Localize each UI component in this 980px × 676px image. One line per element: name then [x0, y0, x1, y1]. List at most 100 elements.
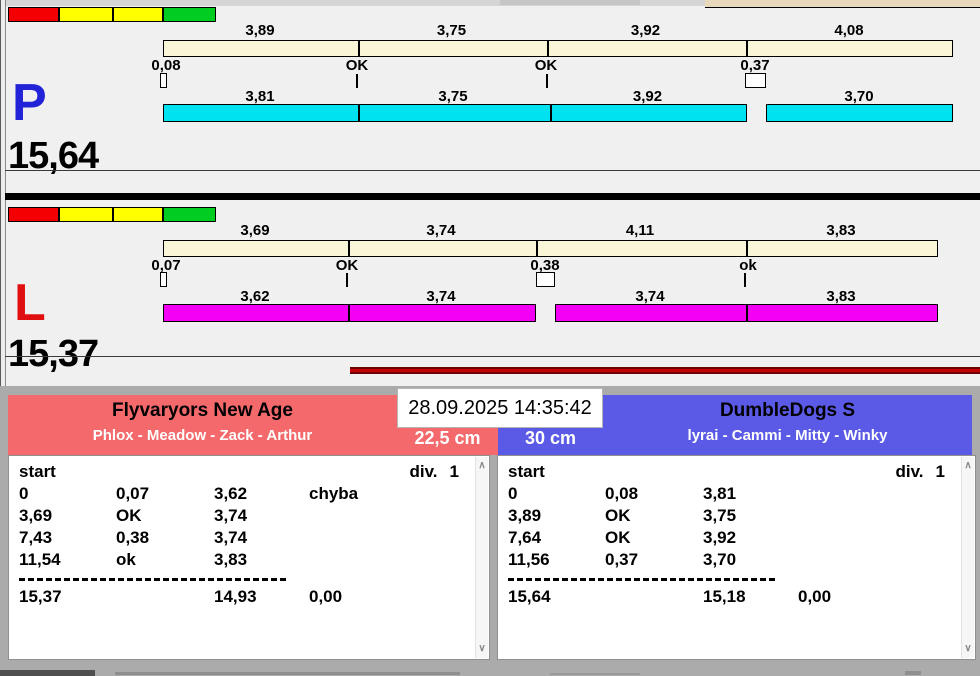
- table-row: 0 0,07 3,62 chyba: [9, 483, 489, 505]
- segment-divider: [746, 41, 748, 56]
- measured-splits-bar: [163, 40, 953, 57]
- table-cell: OK: [116, 506, 142, 525]
- jump-height: 22,5 cm: [414, 428, 481, 448]
- table-cell: 0,38: [116, 528, 150, 547]
- scroll-down-icon[interactable]: ∨: [964, 643, 972, 654]
- segment-divider: [550, 105, 552, 121]
- table-totals-row: 15,37 14,93 0,00: [9, 586, 489, 608]
- start-sensor-marker: [160, 272, 167, 287]
- split-time-label: 4,11: [625, 222, 655, 239]
- net-time: 15,18: [703, 587, 746, 606]
- run-time-label: 3,81: [245, 88, 275, 105]
- split-time-label: 4,08: [834, 22, 864, 39]
- segment-divider: [746, 241, 748, 256]
- lane-letter: P: [12, 74, 47, 132]
- run-time-label: 3,70: [844, 88, 874, 105]
- penalty-time: 0,00: [309, 587, 343, 606]
- table-rows: 0 0,07 3,62 chyba 3,69 OK 3,74 7,43 0,38 3,74 11,5…: [9, 483, 489, 571]
- total-time: 15,37: [19, 587, 62, 606]
- total-time: 15,64: [508, 587, 551, 606]
- scrollbar[interactable]: ∧ ∨: [475, 457, 488, 658]
- run-time-label: 3,92: [632, 88, 663, 105]
- lane-total-time: 15,37: [8, 333, 99, 375]
- traffic-yellow-segment: [113, 207, 163, 222]
- net-time: 14,93: [214, 587, 257, 606]
- table-row: 7,43 0,38 3,74: [9, 527, 489, 549]
- table-row: 3,89 OK 3,75: [498, 505, 975, 527]
- traffic-light-bar: [8, 207, 216, 222]
- split-time-label: 3,74: [426, 222, 456, 239]
- traffic-light-bar: [8, 7, 216, 22]
- division-value: 1: [935, 462, 945, 481]
- table-cell: [309, 505, 489, 527]
- segment-divider: [358, 41, 360, 56]
- table-header-row: start div. 1: [9, 456, 489, 483]
- scroll-up-icon[interactable]: ∧: [478, 460, 486, 471]
- table-cell: [309, 549, 489, 571]
- table-cell: OK: [605, 528, 631, 547]
- start-sensor-marker: [160, 73, 167, 88]
- run-time-label: 3,62: [240, 288, 270, 305]
- separator-line: [5, 356, 980, 357]
- table-row: 0 0,08 3,81: [498, 483, 975, 505]
- window-top-edge-segment: [500, 0, 640, 5]
- split-time-label: 3,89: [245, 22, 275, 39]
- split-time-label: 3,92: [630, 22, 661, 39]
- split-time-label: 3,75: [436, 22, 467, 39]
- scrollbar[interactable]: ∧ ∨: [961, 457, 974, 658]
- table-cell: 11,54: [19, 550, 61, 569]
- traffic-yellow-segment: [59, 7, 113, 22]
- run-time-label: 3,74: [635, 288, 665, 305]
- run-bar: [555, 304, 938, 322]
- penalty-box-marker: [536, 272, 555, 287]
- lane-letter: L: [14, 274, 46, 332]
- penalty-box-marker: [745, 73, 766, 88]
- table-cell: 0: [508, 484, 518, 503]
- traffic-red-segment: [8, 207, 59, 222]
- table-cell: ok: [116, 550, 136, 569]
- lane-total-time: 15,64: [8, 135, 99, 177]
- scoreboard-panel: Flyvaryors New Age Phlox - Meadow - Zack…: [0, 386, 980, 676]
- table-cell: [798, 527, 975, 549]
- table-cell: 0,07: [116, 484, 150, 503]
- taskbar-fragment: [550, 673, 640, 675]
- table-cell: 0: [19, 484, 29, 503]
- table-cell: 3,74: [214, 506, 248, 525]
- table-separator-dashes: [19, 578, 289, 581]
- team-name: DumbleDogs S: [719, 400, 856, 421]
- window-top-edge: [0, 0, 980, 6]
- table-cell: 11,56: [508, 550, 550, 569]
- traffic-yellow-segment: [113, 7, 163, 22]
- run-time-label: 3,75: [438, 88, 468, 105]
- checkpoint-tick-marker: [744, 273, 746, 287]
- scroll-down-icon[interactable]: ∨: [478, 643, 486, 654]
- run-bar: [163, 304, 536, 322]
- table-cell: 3,74: [214, 528, 248, 547]
- window-left-border: [0, 0, 6, 676]
- penalty-label: 0,38: [530, 257, 560, 274]
- table-cell: OK: [605, 506, 631, 525]
- table-row: 11,56 0,37 3,70: [498, 549, 975, 571]
- table-cell: 3,62: [214, 484, 248, 503]
- table-cell: 3,69: [19, 506, 53, 525]
- table-totals-row: 15,64 15,18 0,00: [498, 586, 975, 608]
- start-reaction-label: 0,07: [151, 257, 181, 274]
- checkpoint-tick-marker: [546, 74, 548, 88]
- run-time-label: 3,74: [426, 288, 456, 305]
- checkpoint-label: OK: [335, 257, 359, 274]
- run-time-label: 3,83: [826, 288, 856, 305]
- checkpoint-label: OK: [345, 57, 369, 74]
- datetime-box: 28.09.2025 14:35:42: [397, 388, 603, 428]
- scroll-up-icon[interactable]: ∧: [964, 460, 972, 471]
- table-cell: 3,92: [703, 528, 737, 547]
- table-cell: [798, 549, 975, 571]
- table-header-start: start: [19, 462, 56, 481]
- lane-divider-bar: [5, 193, 980, 200]
- penalty-label: 0,37: [740, 57, 770, 74]
- division-label: div.: [409, 462, 438, 481]
- team-dogs: lyrai - Cammi - Mitty - Winky: [687, 427, 888, 444]
- taskbar-fragment: [905, 671, 921, 675]
- checkpoint-label: OK: [534, 57, 558, 74]
- table-header-start: start: [508, 462, 545, 481]
